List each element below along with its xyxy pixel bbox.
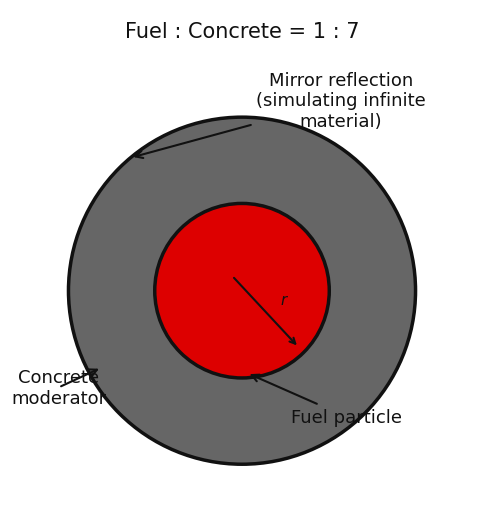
Text: Mirror reflection
(simulating infinite
material): Mirror reflection (simulating infinite m… [135,71,426,159]
Text: r: r [280,293,287,307]
Text: Fuel particle: Fuel particle [252,375,402,426]
Circle shape [155,204,329,378]
Circle shape [69,118,416,464]
Text: Fuel : Concrete = 1 : 7: Fuel : Concrete = 1 : 7 [125,22,359,42]
Text: Concrete
moderator: Concrete moderator [11,369,106,407]
